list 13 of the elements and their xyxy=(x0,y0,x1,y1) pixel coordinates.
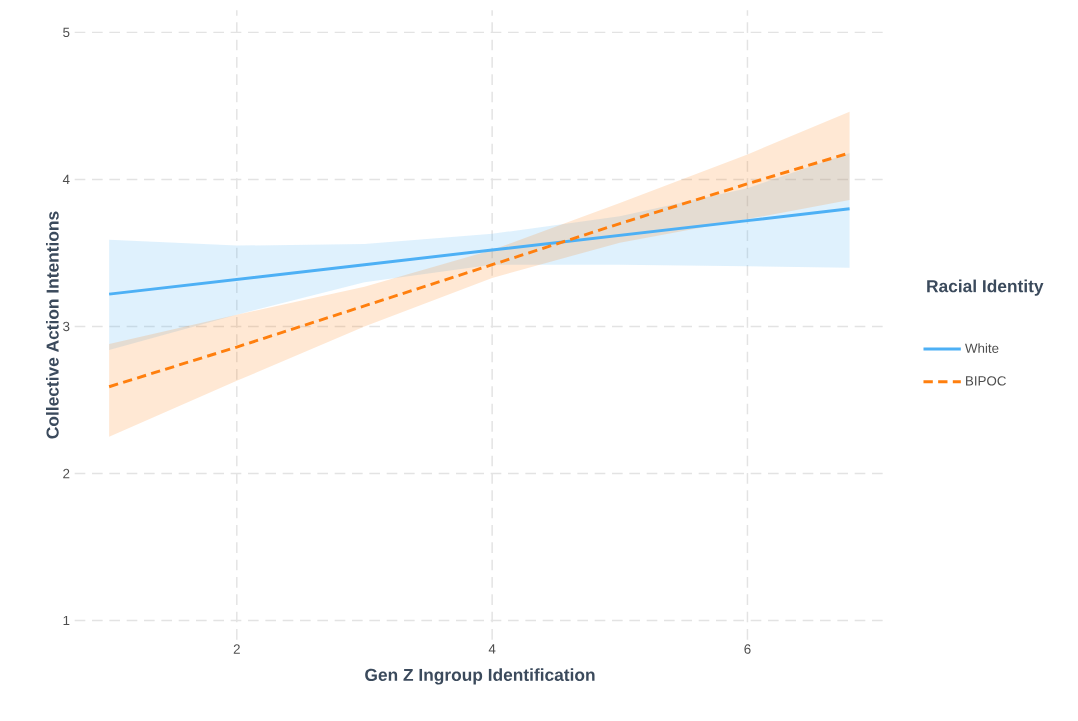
y-tick-label: 1 xyxy=(63,615,70,626)
legend-title: Racial Identity xyxy=(927,279,1044,296)
y-tick-label: 5 xyxy=(63,27,70,38)
x-tick-label: 4 xyxy=(488,644,496,654)
legend-label: White xyxy=(965,343,999,353)
y-axis-title: Collective Action Intentions xyxy=(45,211,59,439)
y-tick-label: 4 xyxy=(62,174,70,185)
legend-label: BIPOC xyxy=(966,376,1006,386)
x-tick-label: 2 xyxy=(233,644,240,654)
x-axis-title: Gen Z Ingroup Identification xyxy=(365,668,595,685)
y-tick-label: 3 xyxy=(63,321,70,332)
x-tick-label: 6 xyxy=(744,644,751,654)
y-tick-label: 2 xyxy=(63,468,70,479)
